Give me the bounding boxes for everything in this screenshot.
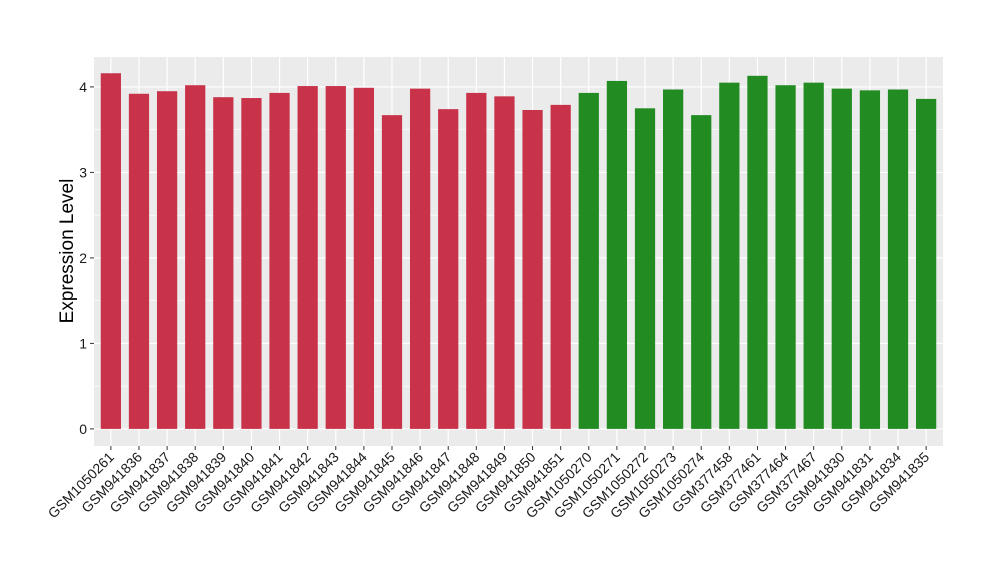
bar-GSM941844 [353,87,375,429]
y-tick-label: 0 [79,421,87,437]
bar-GSM941842 [297,86,318,429]
y-axis: 0 1 2 3 4 [79,79,94,437]
bar-GSM941838 [185,85,206,429]
bar-GSM1050270 [578,92,599,429]
bar-GSM941837 [156,91,178,429]
minor-gridlines [94,129,943,387]
bar-GSM1050272 [634,108,656,429]
bar-GSM941834 [887,89,909,429]
x-axis: GSM1050261GSM941836GSM941837GSM941838GSM… [45,446,932,521]
plot-panel [94,57,943,446]
bar-GSM377458 [719,82,740,429]
bar-GSM941847 [438,109,459,429]
bar-GSM1050261 [100,73,121,429]
y-axis-title: Expression Level [57,179,78,324]
bar-GSM1050271 [606,80,628,429]
bar-GSM941840 [241,98,262,429]
bar-GSM941836 [128,93,150,429]
bar-GSM941843 [325,86,346,429]
bar-GSM941830 [831,88,852,429]
y-tick-label: 3 [79,164,87,180]
bar-GSM1050273 [662,89,684,429]
bars [100,73,937,429]
bar-GSM941851 [550,104,571,429]
bar-GSM377464 [775,85,796,429]
y-tick-label: 4 [79,79,87,95]
bar-GSM941846 [409,88,431,429]
bar-GSM941831 [859,90,881,429]
bar-GSM941849 [494,96,515,429]
y-tick-label: 2 [79,250,87,266]
bar-GSM941845 [381,115,403,429]
bar-GSM377467 [803,82,824,429]
bar-GSM377461 [747,75,768,429]
bar-GSM941841 [269,92,290,429]
bar-GSM941850 [522,110,543,429]
y-tick-label: 1 [79,335,87,351]
bar-GSM941835 [916,98,937,429]
bar-GSM941839 [213,97,234,429]
bar-GSM941848 [466,92,487,429]
bar-GSM1050274 [691,115,712,429]
